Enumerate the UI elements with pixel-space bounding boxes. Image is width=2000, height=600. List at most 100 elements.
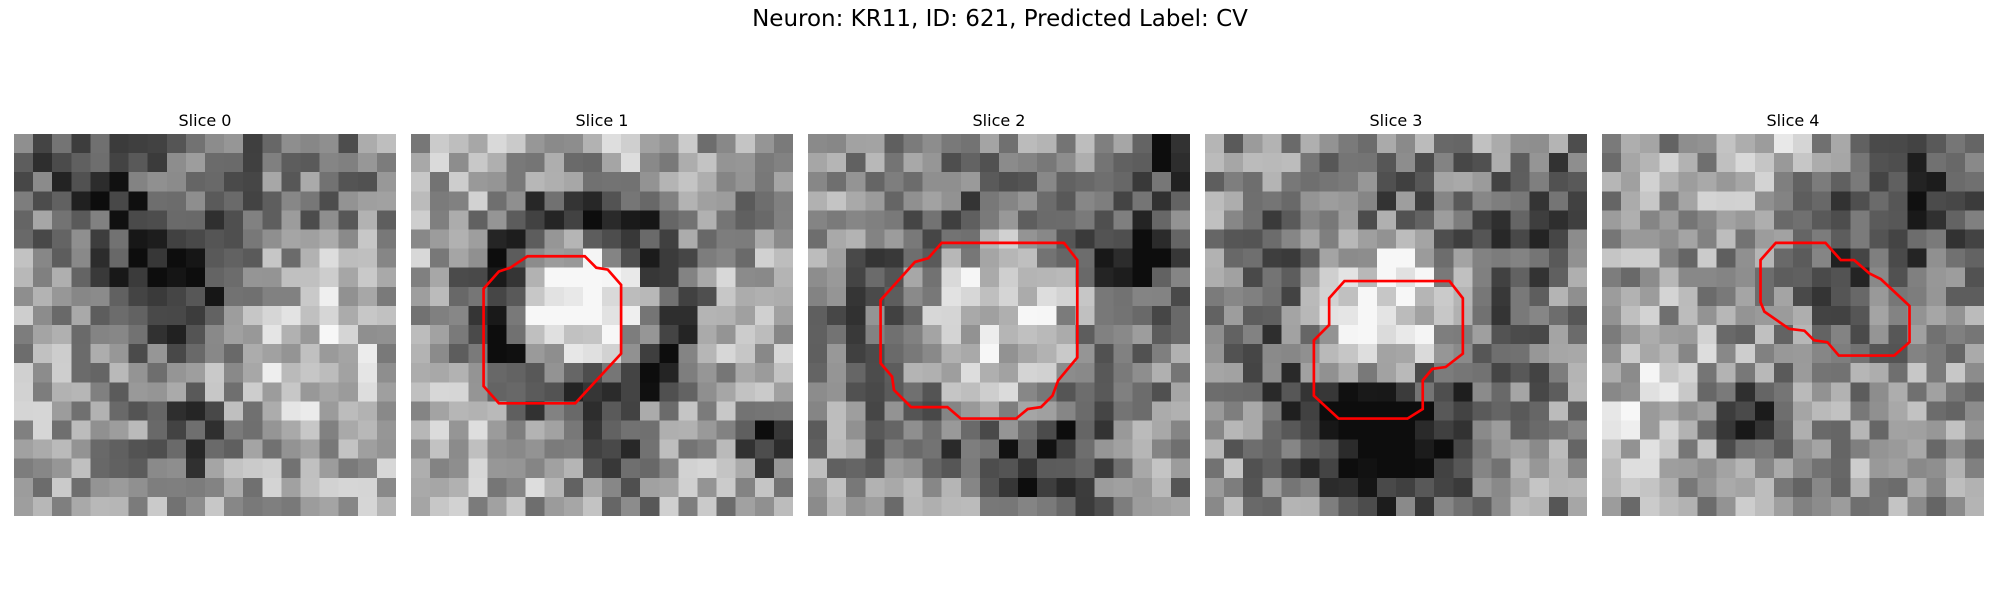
pixel xyxy=(544,420,565,440)
slice-panel-2: Slice 2 xyxy=(808,110,1190,516)
pixel xyxy=(1018,134,1038,154)
pixel xyxy=(1300,439,1320,460)
pixel xyxy=(109,439,129,460)
pixel xyxy=(487,420,507,440)
pixel xyxy=(1602,439,1622,460)
pixel xyxy=(544,267,565,288)
pixel xyxy=(1453,172,1473,192)
pixel xyxy=(1678,363,1698,383)
pixel xyxy=(621,458,641,479)
pixel xyxy=(1205,363,1225,383)
pixel xyxy=(1396,210,1416,230)
pixel xyxy=(1621,344,1641,364)
pixel xyxy=(735,267,756,288)
pixel xyxy=(1850,344,1870,364)
pixel xyxy=(1697,439,1717,460)
pixel xyxy=(640,477,660,498)
pixel xyxy=(735,363,756,383)
pixel xyxy=(487,153,507,173)
pixel xyxy=(1491,477,1511,498)
pixel xyxy=(1510,191,1531,211)
pixel xyxy=(1735,286,1756,307)
pixel xyxy=(903,191,923,211)
pixel xyxy=(1113,496,1134,516)
pixel xyxy=(1964,248,1984,269)
pixel xyxy=(14,134,34,154)
pixel xyxy=(90,363,110,383)
pixel xyxy=(1812,191,1832,211)
pixel xyxy=(205,325,225,345)
pixel xyxy=(1281,153,1301,173)
pixel xyxy=(71,229,91,249)
slice-panel-3: Slice 3 xyxy=(1205,110,1587,516)
pixel xyxy=(716,344,737,364)
pixel xyxy=(1926,153,1947,173)
pixel xyxy=(884,363,904,383)
pixel xyxy=(621,286,641,307)
pixel xyxy=(506,191,526,211)
pixel xyxy=(808,363,828,383)
pixel xyxy=(319,439,340,460)
pixel xyxy=(827,496,847,516)
pixel xyxy=(1262,401,1282,421)
pixel xyxy=(582,496,603,516)
pixel xyxy=(1793,401,1813,421)
pixel xyxy=(166,267,187,288)
pixel xyxy=(1037,172,1057,192)
pixel xyxy=(999,401,1019,421)
pixel xyxy=(1205,458,1225,479)
pixel xyxy=(735,172,756,192)
pixel xyxy=(300,477,320,498)
pixel xyxy=(1132,191,1153,211)
pixel xyxy=(941,420,962,440)
pixel xyxy=(1300,172,1320,192)
pixel xyxy=(128,420,149,440)
pixel xyxy=(621,210,641,230)
pixel xyxy=(281,401,301,421)
pixel xyxy=(205,401,225,421)
pixel xyxy=(109,420,129,440)
pixel xyxy=(147,172,168,192)
pixel xyxy=(1132,134,1153,154)
pixel xyxy=(1869,286,1889,307)
pixel xyxy=(960,210,981,230)
pixel xyxy=(90,401,110,421)
pixel xyxy=(1567,325,1587,345)
pixel xyxy=(1094,134,1114,154)
pixel xyxy=(243,439,263,460)
pixel xyxy=(1850,153,1870,173)
pixel xyxy=(1472,420,1492,440)
pixel xyxy=(1567,363,1587,383)
pixel xyxy=(1793,344,1813,364)
pixel xyxy=(449,191,469,211)
pixel xyxy=(376,172,396,192)
pixel xyxy=(166,153,187,173)
pixel xyxy=(411,439,431,460)
pixel xyxy=(678,496,698,516)
pixel xyxy=(224,344,244,364)
pixel xyxy=(243,477,263,498)
pixel xyxy=(1056,248,1076,269)
pixel xyxy=(1357,458,1378,479)
pixel xyxy=(109,153,129,173)
pixel xyxy=(1735,458,1756,479)
pixel xyxy=(319,477,340,498)
pixel xyxy=(1224,286,1244,307)
pixel xyxy=(1831,344,1851,364)
pixel xyxy=(1151,248,1172,269)
pixel xyxy=(487,286,507,307)
pixel xyxy=(1205,210,1225,230)
pixel xyxy=(960,496,981,516)
pixel xyxy=(1357,267,1378,288)
pixel xyxy=(640,439,660,460)
pixel xyxy=(903,458,923,479)
pixel xyxy=(506,210,526,230)
pixel xyxy=(808,229,828,249)
pixel xyxy=(128,477,149,498)
pixel xyxy=(430,458,450,479)
slice-title: Slice 2 xyxy=(972,111,1026,130)
pixel xyxy=(1888,153,1908,173)
pixel xyxy=(224,363,244,383)
pixel xyxy=(1357,305,1378,326)
pixel xyxy=(1945,325,1966,345)
